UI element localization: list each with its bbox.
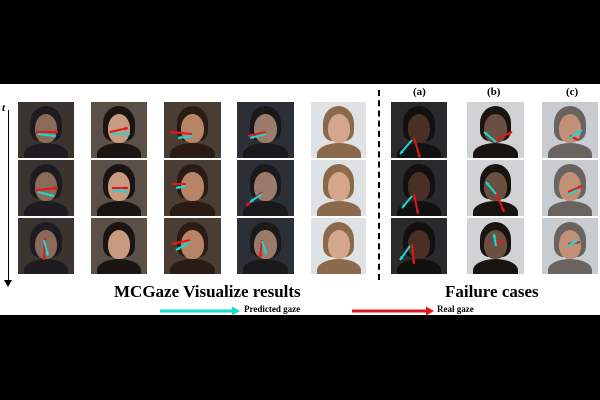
shoulders-shape bbox=[396, 143, 442, 158]
result-image-tile bbox=[467, 102, 524, 158]
shoulders-shape bbox=[472, 259, 519, 274]
result-image-tile bbox=[311, 102, 366, 158]
result-image-tile bbox=[391, 160, 447, 216]
result-image-tile bbox=[467, 160, 524, 216]
shoulders-shape bbox=[242, 143, 289, 158]
legend-predicted-label: Predicted gaze bbox=[244, 304, 301, 314]
shoulders-shape bbox=[23, 259, 69, 274]
face-shape bbox=[34, 230, 58, 260]
face-shape bbox=[181, 230, 204, 260]
legend-real-arrowhead bbox=[426, 306, 434, 316]
result-image-tile bbox=[18, 102, 74, 158]
face-shape bbox=[407, 230, 431, 260]
face-shape bbox=[327, 114, 350, 144]
face-shape bbox=[34, 172, 58, 202]
face-shape bbox=[107, 172, 131, 202]
caption-failure-cases: Failure cases bbox=[445, 282, 539, 301]
face-shape bbox=[327, 230, 350, 260]
result-image-tile bbox=[18, 160, 74, 216]
shoulders-shape bbox=[316, 259, 361, 274]
legend-real-label: Real gaze bbox=[437, 304, 474, 314]
shoulders-shape bbox=[472, 201, 519, 216]
shoulders-shape bbox=[23, 201, 69, 216]
result-image-tile bbox=[91, 160, 147, 216]
shoulders-shape bbox=[96, 201, 142, 216]
result-image-tile bbox=[311, 160, 366, 216]
face-shape bbox=[558, 230, 582, 260]
result-image-tile bbox=[467, 218, 524, 274]
result-image-tile bbox=[237, 102, 294, 158]
result-image-tile bbox=[391, 102, 447, 158]
face-shape bbox=[484, 172, 507, 202]
face-shape bbox=[34, 114, 58, 144]
result-image-tile bbox=[91, 218, 147, 274]
result-image-tile bbox=[542, 102, 598, 158]
result-image-tile bbox=[91, 102, 147, 158]
face-shape bbox=[407, 114, 431, 144]
shoulders-shape bbox=[547, 201, 593, 216]
shoulders-shape bbox=[169, 143, 216, 158]
shoulders-shape bbox=[472, 143, 519, 158]
legend-predicted-arrowhead bbox=[232, 306, 240, 316]
face-shape bbox=[181, 172, 204, 202]
shoulders-shape bbox=[396, 201, 442, 216]
face-shape bbox=[181, 114, 204, 144]
face-shape bbox=[558, 172, 582, 202]
result-image-tile bbox=[18, 218, 74, 274]
result-image-tile bbox=[311, 218, 366, 274]
result-image-tile bbox=[391, 218, 447, 274]
figure-panel: t (a) (b) (c) MCGaze Visualize results F… bbox=[0, 84, 600, 316]
shoulders-shape bbox=[396, 259, 442, 274]
result-image-tile bbox=[237, 218, 294, 274]
face-shape bbox=[107, 230, 131, 260]
time-axis-label: t bbox=[2, 102, 6, 114]
result-image-tile bbox=[164, 160, 221, 216]
subfigure-label-b: (b) bbox=[487, 86, 501, 98]
shoulders-shape bbox=[242, 259, 289, 274]
result-image-tile bbox=[542, 218, 598, 274]
section-divider bbox=[378, 90, 380, 280]
face-shape bbox=[484, 114, 507, 144]
face-shape bbox=[254, 114, 277, 144]
shoulders-shape bbox=[169, 201, 216, 216]
face-shape bbox=[254, 230, 277, 260]
face-shape bbox=[327, 172, 350, 202]
subfigure-label-a: (a) bbox=[413, 86, 426, 98]
shoulders-shape bbox=[316, 143, 361, 158]
result-image-tile bbox=[542, 160, 598, 216]
shoulders-shape bbox=[169, 259, 216, 274]
shoulders-shape bbox=[242, 201, 289, 216]
face-shape bbox=[484, 230, 507, 260]
face-shape bbox=[107, 114, 131, 144]
result-image-tile bbox=[237, 160, 294, 216]
shoulders-shape bbox=[96, 143, 142, 158]
face-shape bbox=[558, 114, 582, 144]
result-image-tile bbox=[164, 102, 221, 158]
shoulders-shape bbox=[96, 259, 142, 274]
face-shape bbox=[254, 172, 277, 202]
shoulders-shape bbox=[316, 201, 361, 216]
result-image-tile bbox=[164, 218, 221, 274]
shoulders-shape bbox=[23, 143, 69, 158]
caption-mcgaze-results: MCGaze Visualize results bbox=[114, 282, 301, 301]
shoulders-shape bbox=[547, 143, 593, 158]
face-shape bbox=[407, 172, 431, 202]
shoulders-shape bbox=[547, 259, 593, 274]
time-axis-arrowhead bbox=[4, 280, 12, 287]
subfigure-label-c: (c) bbox=[566, 86, 579, 98]
time-axis-line bbox=[8, 110, 9, 282]
